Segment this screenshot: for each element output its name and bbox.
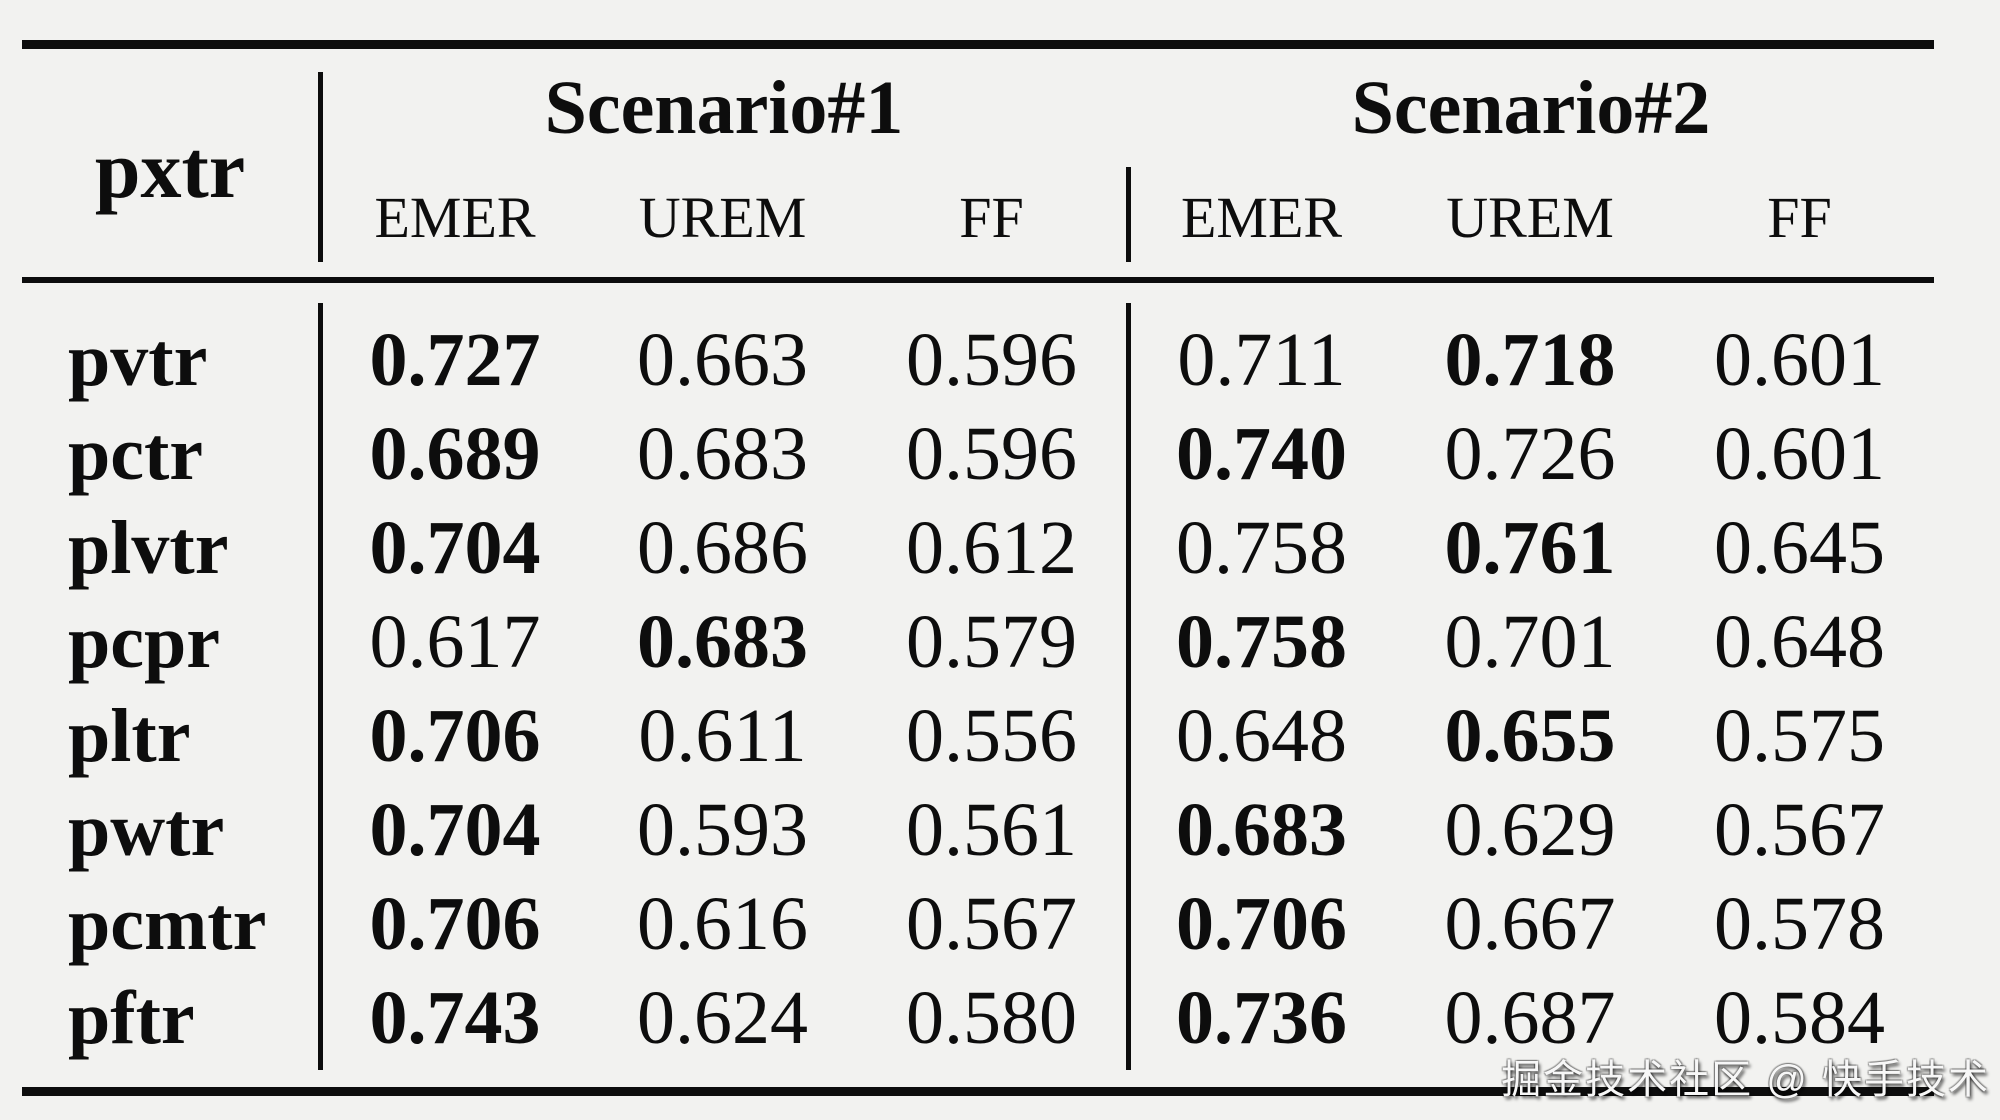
metric-value: 0.736 — [1176, 975, 1347, 1060]
metric-value: 0.704 — [369, 505, 541, 590]
metric-value: 0.706 — [369, 693, 541, 778]
column-divider-1-body — [318, 303, 323, 1070]
row-label: pvtr — [68, 317, 208, 402]
metric-value: 0.584 — [1714, 975, 1885, 1060]
metric-value: 0.727 — [369, 317, 541, 402]
metric-value: 0.648 — [1714, 599, 1885, 684]
column-divider-1-header — [318, 72, 323, 262]
metric-value: 0.648 — [1176, 693, 1347, 778]
group-header-scenario2: Scenario#2 — [1351, 65, 1711, 150]
row-label: pctr — [68, 411, 204, 496]
metric-value: 0.758 — [1176, 505, 1347, 590]
column-divider-2-body — [1126, 303, 1131, 1070]
metric-value: 0.683 — [637, 411, 808, 496]
row-label: pcpr — [68, 599, 220, 684]
metric-value: 0.704 — [369, 787, 541, 872]
metric-value: 0.726 — [1444, 411, 1616, 496]
metric-value: 0.556 — [906, 693, 1077, 778]
metric-value: 0.629 — [1444, 787, 1616, 872]
corner-header-pxtr: pxtr — [94, 124, 246, 215]
table-row: pwtr 0.704 0.593 0.561 0.683 0.629 0.567 — [0, 783, 2000, 877]
metric-value: 0.701 — [1444, 599, 1616, 684]
metric-value: 0.687 — [1444, 975, 1616, 1060]
watermark: 掘金技术社区 @ 快手技术 — [1501, 1058, 1990, 1102]
metric-value: 0.567 — [906, 881, 1077, 966]
column-header-urem-s2: UREM — [1446, 184, 1614, 250]
metric-value: 0.655 — [1444, 693, 1616, 778]
table-row: plvtr 0.704 0.686 0.612 0.758 0.761 0.64… — [0, 501, 2000, 595]
metric-value: 0.663 — [637, 317, 808, 402]
metric-value: 0.601 — [1714, 411, 1885, 496]
table-row: pltr 0.706 0.611 0.556 0.648 0.655 0.575 — [0, 689, 2000, 783]
column-header-urem-s1: UREM — [638, 184, 807, 250]
table-rule-top — [22, 40, 1934, 49]
metric-value: 0.743 — [369, 975, 541, 1060]
row-label: pftr — [68, 975, 195, 1060]
metric-value: 0.686 — [637, 505, 808, 590]
metric-value: 0.706 — [1176, 881, 1347, 966]
metric-value: 0.758 — [1176, 599, 1347, 684]
table-row: pctr 0.689 0.683 0.596 0.740 0.726 0.601 — [0, 407, 2000, 501]
metric-value: 0.561 — [906, 787, 1077, 872]
metric-value: 0.611 — [638, 693, 807, 778]
metric-value: 0.616 — [637, 881, 808, 966]
column-divider-2-header — [1126, 167, 1131, 262]
table-rule-header — [22, 277, 1934, 283]
column-header-emer-s2: EMER — [1180, 184, 1343, 250]
metric-value: 0.617 — [369, 599, 541, 684]
metric-value: 0.579 — [906, 599, 1077, 684]
metric-value: 0.711 — [1177, 317, 1346, 402]
row-label: pcmtr — [68, 881, 267, 966]
metric-value: 0.761 — [1444, 505, 1616, 590]
table-rule-bottom — [22, 1087, 1934, 1096]
row-label: pltr — [68, 693, 191, 778]
row-label: plvtr — [68, 505, 229, 590]
table-row: pvtr 0.727 0.663 0.596 0.711 0.718 0.601 — [0, 313, 2000, 407]
group-header-scenario1: Scenario#1 — [544, 65, 904, 150]
metric-value: 0.612 — [906, 505, 1077, 590]
column-header-ff-s2: FF — [1767, 184, 1832, 250]
metric-value: 0.667 — [1444, 881, 1616, 966]
metric-value: 0.718 — [1444, 317, 1616, 402]
metric-value: 0.645 — [1714, 505, 1885, 590]
metric-value: 0.578 — [1714, 881, 1885, 966]
metric-value: 0.575 — [1714, 693, 1885, 778]
column-header-ff-s1: FF — [959, 184, 1024, 250]
metric-value: 0.683 — [637, 599, 808, 684]
metric-value: 0.689 — [369, 411, 541, 496]
metric-value: 0.580 — [906, 975, 1077, 1060]
metric-value: 0.596 — [906, 317, 1077, 402]
metric-value: 0.596 — [906, 411, 1077, 496]
metric-value: 0.601 — [1714, 317, 1885, 402]
table-row: pcmtr 0.706 0.616 0.567 0.706 0.667 0.57… — [0, 877, 2000, 971]
metric-value: 0.683 — [1176, 787, 1347, 872]
table-row: pcpr 0.617 0.683 0.579 0.758 0.701 0.648 — [0, 595, 2000, 689]
table-row: pftr 0.743 0.624 0.580 0.736 0.687 0.584 — [0, 971, 2000, 1065]
metric-value: 0.740 — [1176, 411, 1347, 496]
column-header-emer-s1: EMER — [374, 184, 536, 250]
metric-value: 0.567 — [1714, 787, 1885, 872]
row-label: pwtr — [68, 787, 225, 872]
metric-value: 0.706 — [369, 881, 541, 966]
metric-value: 0.624 — [637, 975, 808, 1060]
metric-value: 0.593 — [637, 787, 808, 872]
